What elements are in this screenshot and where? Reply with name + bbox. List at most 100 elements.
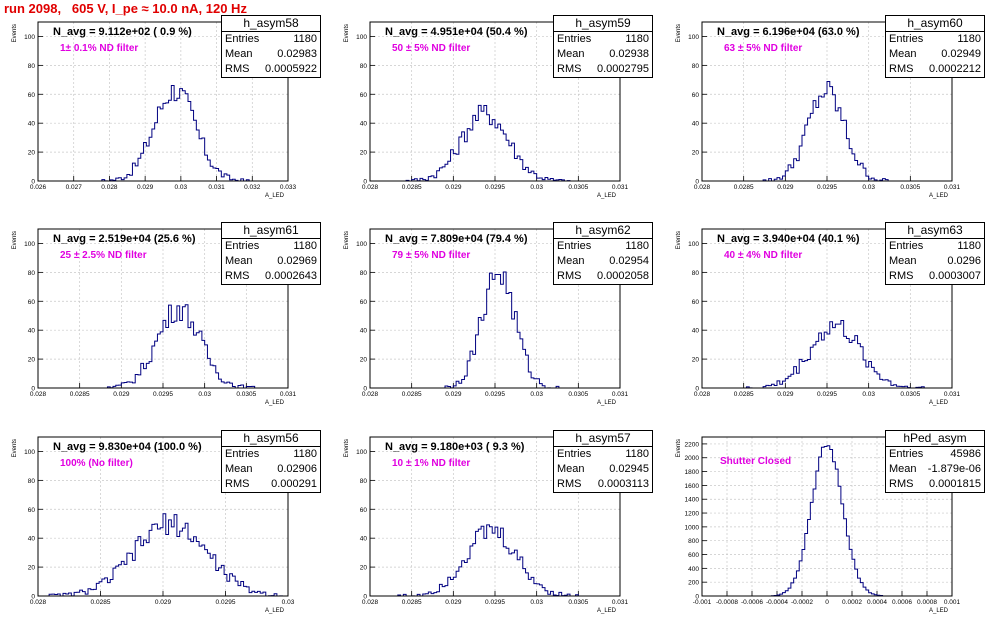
- y-tick-label: 20: [692, 150, 700, 157]
- y-tick-label: 60: [360, 92, 368, 99]
- y-tick-label: 20: [360, 357, 368, 364]
- y-tick-label: 600: [688, 552, 699, 559]
- y-tick-label: 20: [28, 357, 36, 364]
- x-tick-label: 0.0295: [485, 184, 505, 191]
- x-tick-label: 0.029: [777, 391, 794, 398]
- x-tick-label: 0.029: [137, 184, 154, 191]
- y-tick-label: 80: [28, 63, 36, 70]
- y-tick-label: 100: [356, 449, 367, 456]
- stats-label: Mean: [225, 255, 253, 267]
- histogram-name: h_asym56: [222, 431, 320, 447]
- histogram-series: [38, 513, 288, 597]
- x-tick-label: 0.03: [198, 391, 211, 398]
- y-tick-label: 0: [695, 594, 699, 601]
- y-axis-label: Events: [344, 231, 350, 249]
- y-tick-label: 80: [360, 63, 368, 70]
- plot-frame: [701, 228, 953, 389]
- stats-value: 0.02945: [609, 463, 649, 475]
- stats-label: Mean: [889, 48, 917, 60]
- y-tick-label: 0: [31, 386, 35, 393]
- filter-note: 25 ± 2.5% ND filter: [60, 250, 147, 261]
- filter-note: 79 ± 5% ND filter: [392, 250, 471, 261]
- y-tick-label: 60: [28, 92, 36, 99]
- x-tick-label: 0.029: [445, 184, 462, 191]
- x-tick-label: 0.0285: [70, 391, 90, 398]
- histogram-plot: -0.001 -0.0008 -0.0006 -0.0004 -0.0002 0 0.000…: [676, 436, 961, 614]
- stats-row-entries: Entries 1180: [222, 447, 320, 462]
- x-axis-label: A_LED: [597, 608, 617, 614]
- histogram-plot: 0.028 0.0285 0.029 0.0295 0.03 0.0305 0.031 0 20…: [676, 228, 961, 406]
- stats-box: h_asym61 Entries 1180 Mean 0.02969 RMS 0.00026…: [221, 222, 321, 285]
- y-tick-label: 60: [692, 92, 700, 99]
- stats-label: Mean: [889, 255, 917, 267]
- histogram-name: h_asym60: [886, 16, 984, 32]
- stats-label: RMS: [889, 478, 914, 490]
- stats-row-rms: RMS 0.0005922: [222, 62, 320, 77]
- x-tick-label: 0.0305: [568, 184, 588, 191]
- y-tick-label: 80: [360, 478, 368, 485]
- x-tick-label: 0.031: [612, 184, 629, 191]
- navg-label: N_avg = 4.951e+04 (50.4 %): [385, 26, 528, 38]
- stats-row-entries: Entries 1180: [554, 239, 652, 254]
- x-tick-label: -0.0008: [716, 599, 738, 606]
- stats-row-entries: Entries 1180: [554, 447, 652, 462]
- x-tick-label: 0: [825, 599, 829, 606]
- histogram-plot: 0.026 0.027 0.028 0.029 0.03 0.031 0.032 0.033 0…: [12, 21, 297, 199]
- filter-note: 63 ± 5% ND filter: [724, 43, 803, 54]
- x-tick-label: 0.0305: [568, 599, 588, 606]
- navg-label: N_avg = 9.180e+03 ( 9.3 %): [385, 441, 525, 453]
- y-tick-label: 0: [31, 594, 35, 601]
- y-tick-label: 40: [28, 536, 36, 543]
- stats-label: Entries: [889, 448, 924, 460]
- x-axis-label: A_LED: [929, 193, 949, 199]
- x-tick-label: 0.028: [362, 599, 379, 606]
- stats-label: RMS: [889, 63, 914, 75]
- x-tick-label: 0.0295: [817, 184, 837, 191]
- stats-value: 1180: [625, 448, 649, 460]
- stats-label: Mean: [557, 463, 585, 475]
- stats-value: 1180: [957, 240, 981, 252]
- x-tick-label: 0.031: [944, 184, 961, 191]
- y-tick-label: 1200: [685, 511, 700, 518]
- x-tick-label: -0.0006: [741, 599, 763, 606]
- histogram-panel-hPed_asym: -0.001 -0.0008 -0.0006 -0.0004 -0.0002 0 0.000…: [664, 415, 996, 622]
- x-tick-label: 0.03: [530, 184, 543, 191]
- x-axis-label: A_LED: [597, 400, 617, 406]
- y-axis-label: Events: [12, 24, 18, 42]
- y-tick-label: 0: [695, 179, 699, 186]
- x-tick-label: 0.032: [244, 184, 261, 191]
- histogram-name: h_asym59: [554, 16, 652, 32]
- histogram-name: hPed_asym: [886, 431, 984, 447]
- stats-row-mean: Mean -1.879e-06: [886, 462, 984, 477]
- x-tick-label: 0.028: [362, 391, 379, 398]
- y-tick-label: 60: [28, 299, 36, 306]
- stats-row-rms: RMS 0.0003113: [554, 477, 652, 492]
- x-tick-label: 0.001: [944, 599, 961, 606]
- x-axis-label: A_LED: [597, 193, 617, 199]
- stats-value: 0.0003007: [929, 270, 981, 282]
- stats-value: 0.000291: [271, 478, 317, 490]
- histogram-plot: 0.028 0.0285 0.029 0.0295 0.03 0.0305 0.031 0 20…: [344, 21, 629, 199]
- y-tick-label: 80: [692, 270, 700, 277]
- stats-value: 0.02969: [277, 255, 317, 267]
- x-tick-label: 0.028: [30, 599, 47, 606]
- y-tick-label: 20: [28, 150, 36, 157]
- stats-label: Entries: [225, 33, 260, 45]
- y-axis-label: Events: [12, 439, 18, 457]
- x-tick-label: 0.031: [208, 184, 225, 191]
- stats-label: Mean: [557, 48, 585, 60]
- histogram-plot: 0.028 0.0285 0.029 0.0295 0.03 0 20 40 60 80 100 A_…: [12, 436, 295, 614]
- stats-row-entries: Entries 1180: [886, 32, 984, 47]
- x-tick-label: 0.029: [777, 184, 794, 191]
- stats-value: 1180: [625, 33, 649, 45]
- y-tick-label: 800: [688, 538, 699, 545]
- histogram-panel-h_asym59: 0.028 0.0285 0.029 0.0295 0.03 0.0305 0.031 0 20…: [332, 0, 664, 207]
- y-tick-label: 200: [688, 580, 699, 587]
- x-tick-label: 0.0285: [734, 184, 754, 191]
- stats-row-mean: Mean 0.02945: [554, 462, 652, 477]
- navg-label: N_avg = 6.196e+04 (63.0 %): [717, 26, 860, 38]
- x-tick-label: 0.028: [362, 184, 379, 191]
- stats-row-rms: RMS 0.0002643: [222, 269, 320, 284]
- stats-row-entries: Entries 45986: [886, 447, 984, 462]
